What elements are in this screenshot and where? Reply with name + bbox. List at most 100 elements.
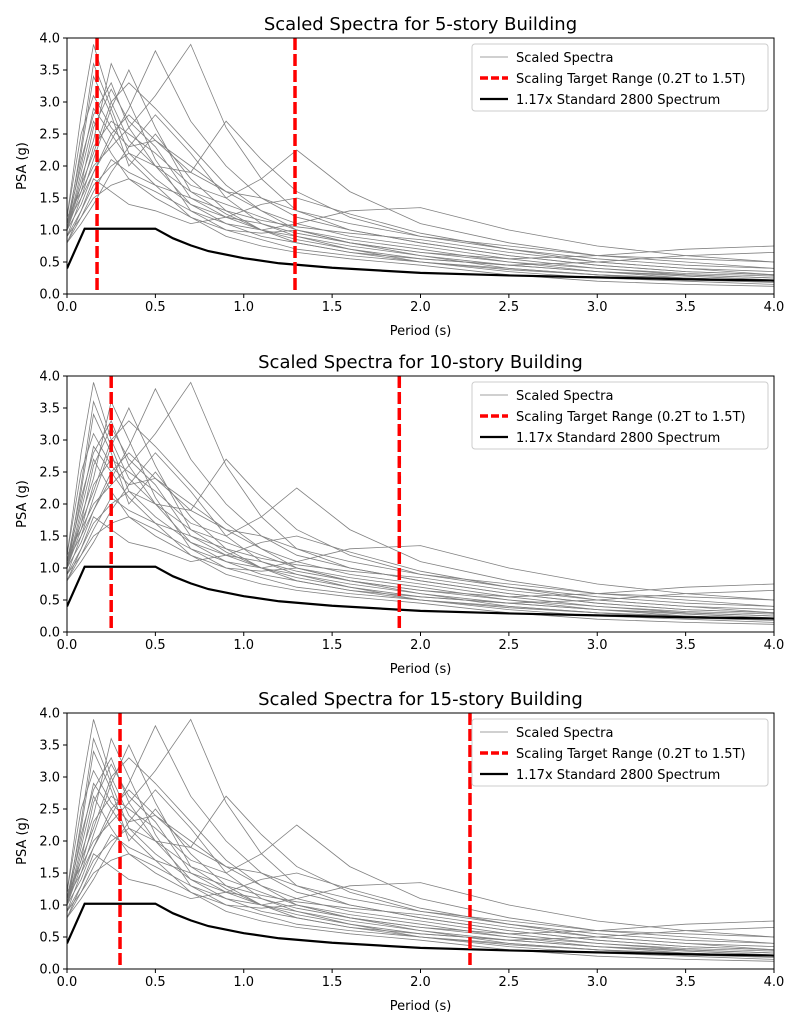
scaled-spectrum-line-13 [67, 795, 774, 957]
legend-label: 1.17x Standard 2800 Spectrum [516, 431, 720, 446]
x-tick-label: 3.5 [675, 300, 696, 315]
y-tick-label: 0.0 [39, 963, 60, 978]
scaled-spectrum-line-20 [67, 789, 774, 938]
x-tick-label: 3.5 [675, 638, 696, 653]
chart-title: Scaled Spectra for 10-story Building [258, 352, 583, 373]
x-tick-label: 3.0 [587, 975, 608, 990]
x-tick-label: 2.5 [499, 638, 520, 653]
scaled-spectrum-line-9 [67, 782, 774, 962]
scaled-spectrum-line-16 [67, 737, 774, 941]
standard-2800-spectrum-line [67, 902, 774, 957]
legend-label: Scaling Target Range (0.2T to 1.5T) [516, 72, 746, 87]
scaled-spectrum-line-7 [67, 120, 774, 269]
x-tick-label: 1.5 [322, 300, 343, 315]
scaled-spectrum-line-4 [67, 719, 774, 956]
x-tick-label: 1.0 [233, 975, 254, 990]
x-tick-label: 0.5 [145, 975, 166, 990]
x-axis-label: Period (s) [390, 999, 452, 1014]
standard-2800-spectrum-line [67, 227, 774, 282]
scaled-spectrum-line-14 [67, 757, 774, 958]
scaled-spectrum-line-8 [67, 178, 774, 263]
scaled-spectrum-line-8 [67, 853, 774, 938]
scaled-spectrum-line-16 [67, 400, 774, 604]
scaled-spectrum-line-19 [67, 81, 774, 282]
scaled-spectrum-line-14 [67, 82, 774, 283]
plot-area [67, 713, 774, 969]
x-tick-label: 2.5 [499, 300, 520, 315]
scaled-spectrum-line-17 [67, 43, 774, 276]
x-tick-label: 4.0 [764, 975, 785, 990]
scaled-spectrum-line-7 [67, 795, 774, 944]
x-tick-label: 1.5 [322, 638, 343, 653]
y-tick-label: 2.0 [39, 498, 60, 513]
x-tick-label: 0.5 [145, 300, 166, 315]
legend-label: Scaling Target Range (0.2T to 1.5T) [516, 410, 746, 425]
y-tick-label: 0.5 [39, 931, 60, 946]
x-tick-label: 2.5 [499, 975, 520, 990]
scaled-spectrum-line-9 [67, 445, 774, 625]
scaled-spectrum-line-20 [67, 114, 774, 263]
y-tick-label: 4.0 [39, 370, 60, 385]
legend-label: Scaled Spectra [516, 726, 613, 741]
scaled-spectrum-line-9 [67, 107, 774, 287]
x-tick-label: 3.5 [675, 975, 696, 990]
scaled-spectrum-line-17 [67, 718, 774, 951]
plot-area [67, 38, 774, 294]
x-tick-label: 0.0 [57, 975, 78, 990]
chart-title: Scaled Spectra for 5-story Building [264, 14, 577, 35]
scaled-spectrum-line-15 [67, 853, 774, 944]
scaled-spectrum-line-13 [67, 458, 774, 620]
standard-2800-spectrum-line [67, 565, 774, 620]
scaled-spectrum-line-10 [67, 737, 774, 960]
scaled-spectrum-line-14 [67, 420, 774, 621]
y-axis-label: PSA (g) [15, 142, 30, 190]
x-tick-label: 3.0 [587, 300, 608, 315]
y-tick-label: 0.5 [39, 256, 60, 271]
scaled-spectrum-line-13 [67, 120, 774, 282]
y-tick-label: 3.0 [39, 96, 60, 111]
legend-label: 1.17x Standard 2800 Spectrum [516, 768, 720, 783]
y-tick-label: 1.0 [39, 899, 60, 914]
scaled-spectrum-line-4 [67, 382, 774, 619]
x-tick-label: 4.0 [764, 300, 785, 315]
x-tick-label: 4.0 [764, 638, 785, 653]
y-tick-label: 3.0 [39, 434, 60, 449]
x-tick-label: 2.0 [410, 975, 431, 990]
y-tick-label: 3.5 [39, 739, 60, 754]
legend-label: 1.17x Standard 2800 Spectrum [516, 93, 720, 108]
scaled-spectrum-line-16 [67, 62, 774, 266]
legend-box [471, 381, 769, 450]
y-tick-label: 2.0 [39, 160, 60, 175]
scaled-spectrum-line-7 [67, 458, 774, 607]
scaled-spectrum-line-17 [67, 381, 774, 614]
x-axis-label: Period (s) [390, 324, 452, 339]
x-tick-label: 3.0 [587, 638, 608, 653]
y-tick-label: 1.5 [39, 867, 60, 882]
y-tick-label: 3.5 [39, 64, 60, 79]
y-tick-label: 2.5 [39, 128, 60, 143]
y-tick-label: 1.0 [39, 224, 60, 239]
legend: Scaled Spectra Scaling Target Range (0.2T… [471, 43, 769, 112]
scaled-spectrum-line-1 [67, 426, 774, 617]
legend-label: Scaled Spectra [516, 389, 613, 404]
x-tick-label: 2.0 [410, 638, 431, 653]
x-tick-label: 0.0 [57, 300, 78, 315]
chart-panel-2: 0.0 0.5 1.0 1.5 2.0 2.5 3.0 3.5 4.0 0.0 0.5 1.0 1.5 2… [15, 352, 784, 677]
scaled-spectrum-line-10 [67, 62, 774, 285]
scaled-spectrum-line-15 [67, 178, 774, 269]
scaled-spectrum-line-4 [67, 44, 774, 281]
plot-area [67, 376, 774, 632]
chart-title: Scaled Spectra for 15-story Building [258, 689, 583, 710]
scaled-spectrum-line-20 [67, 452, 774, 601]
scaled-spectrum-line-19 [67, 419, 774, 620]
legend: Scaled Spectra Scaling Target Range (0.2T… [471, 718, 769, 787]
x-tick-label: 1.0 [233, 638, 254, 653]
y-tick-label: 2.0 [39, 835, 60, 850]
legend: Scaled Spectra Scaling Target Range (0.2T… [471, 381, 769, 450]
y-tick-label: 0.0 [39, 288, 60, 303]
chart-panel-1: 0.0 0.5 1.0 1.5 2.0 2.5 3.0 3.5 4.0 0.0 0.5 1.0 1.5 2… [15, 14, 784, 339]
x-tick-label: 0.0 [57, 638, 78, 653]
legend-label: Scaled Spectra [516, 51, 613, 66]
y-tick-label: 1.5 [39, 192, 60, 207]
